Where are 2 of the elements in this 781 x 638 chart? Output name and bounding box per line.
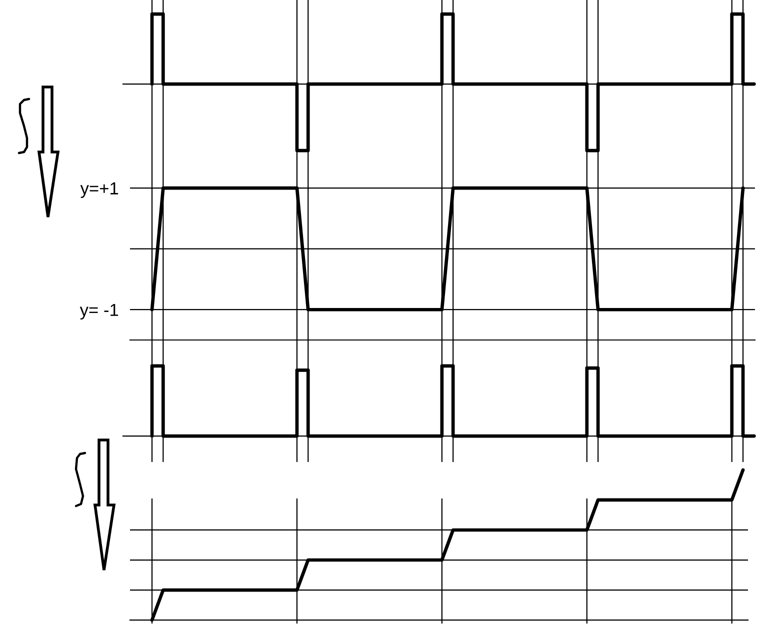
y-tick-label: y= -1 [80,304,118,320]
y-tick-label: y=+1 [80,182,118,198]
